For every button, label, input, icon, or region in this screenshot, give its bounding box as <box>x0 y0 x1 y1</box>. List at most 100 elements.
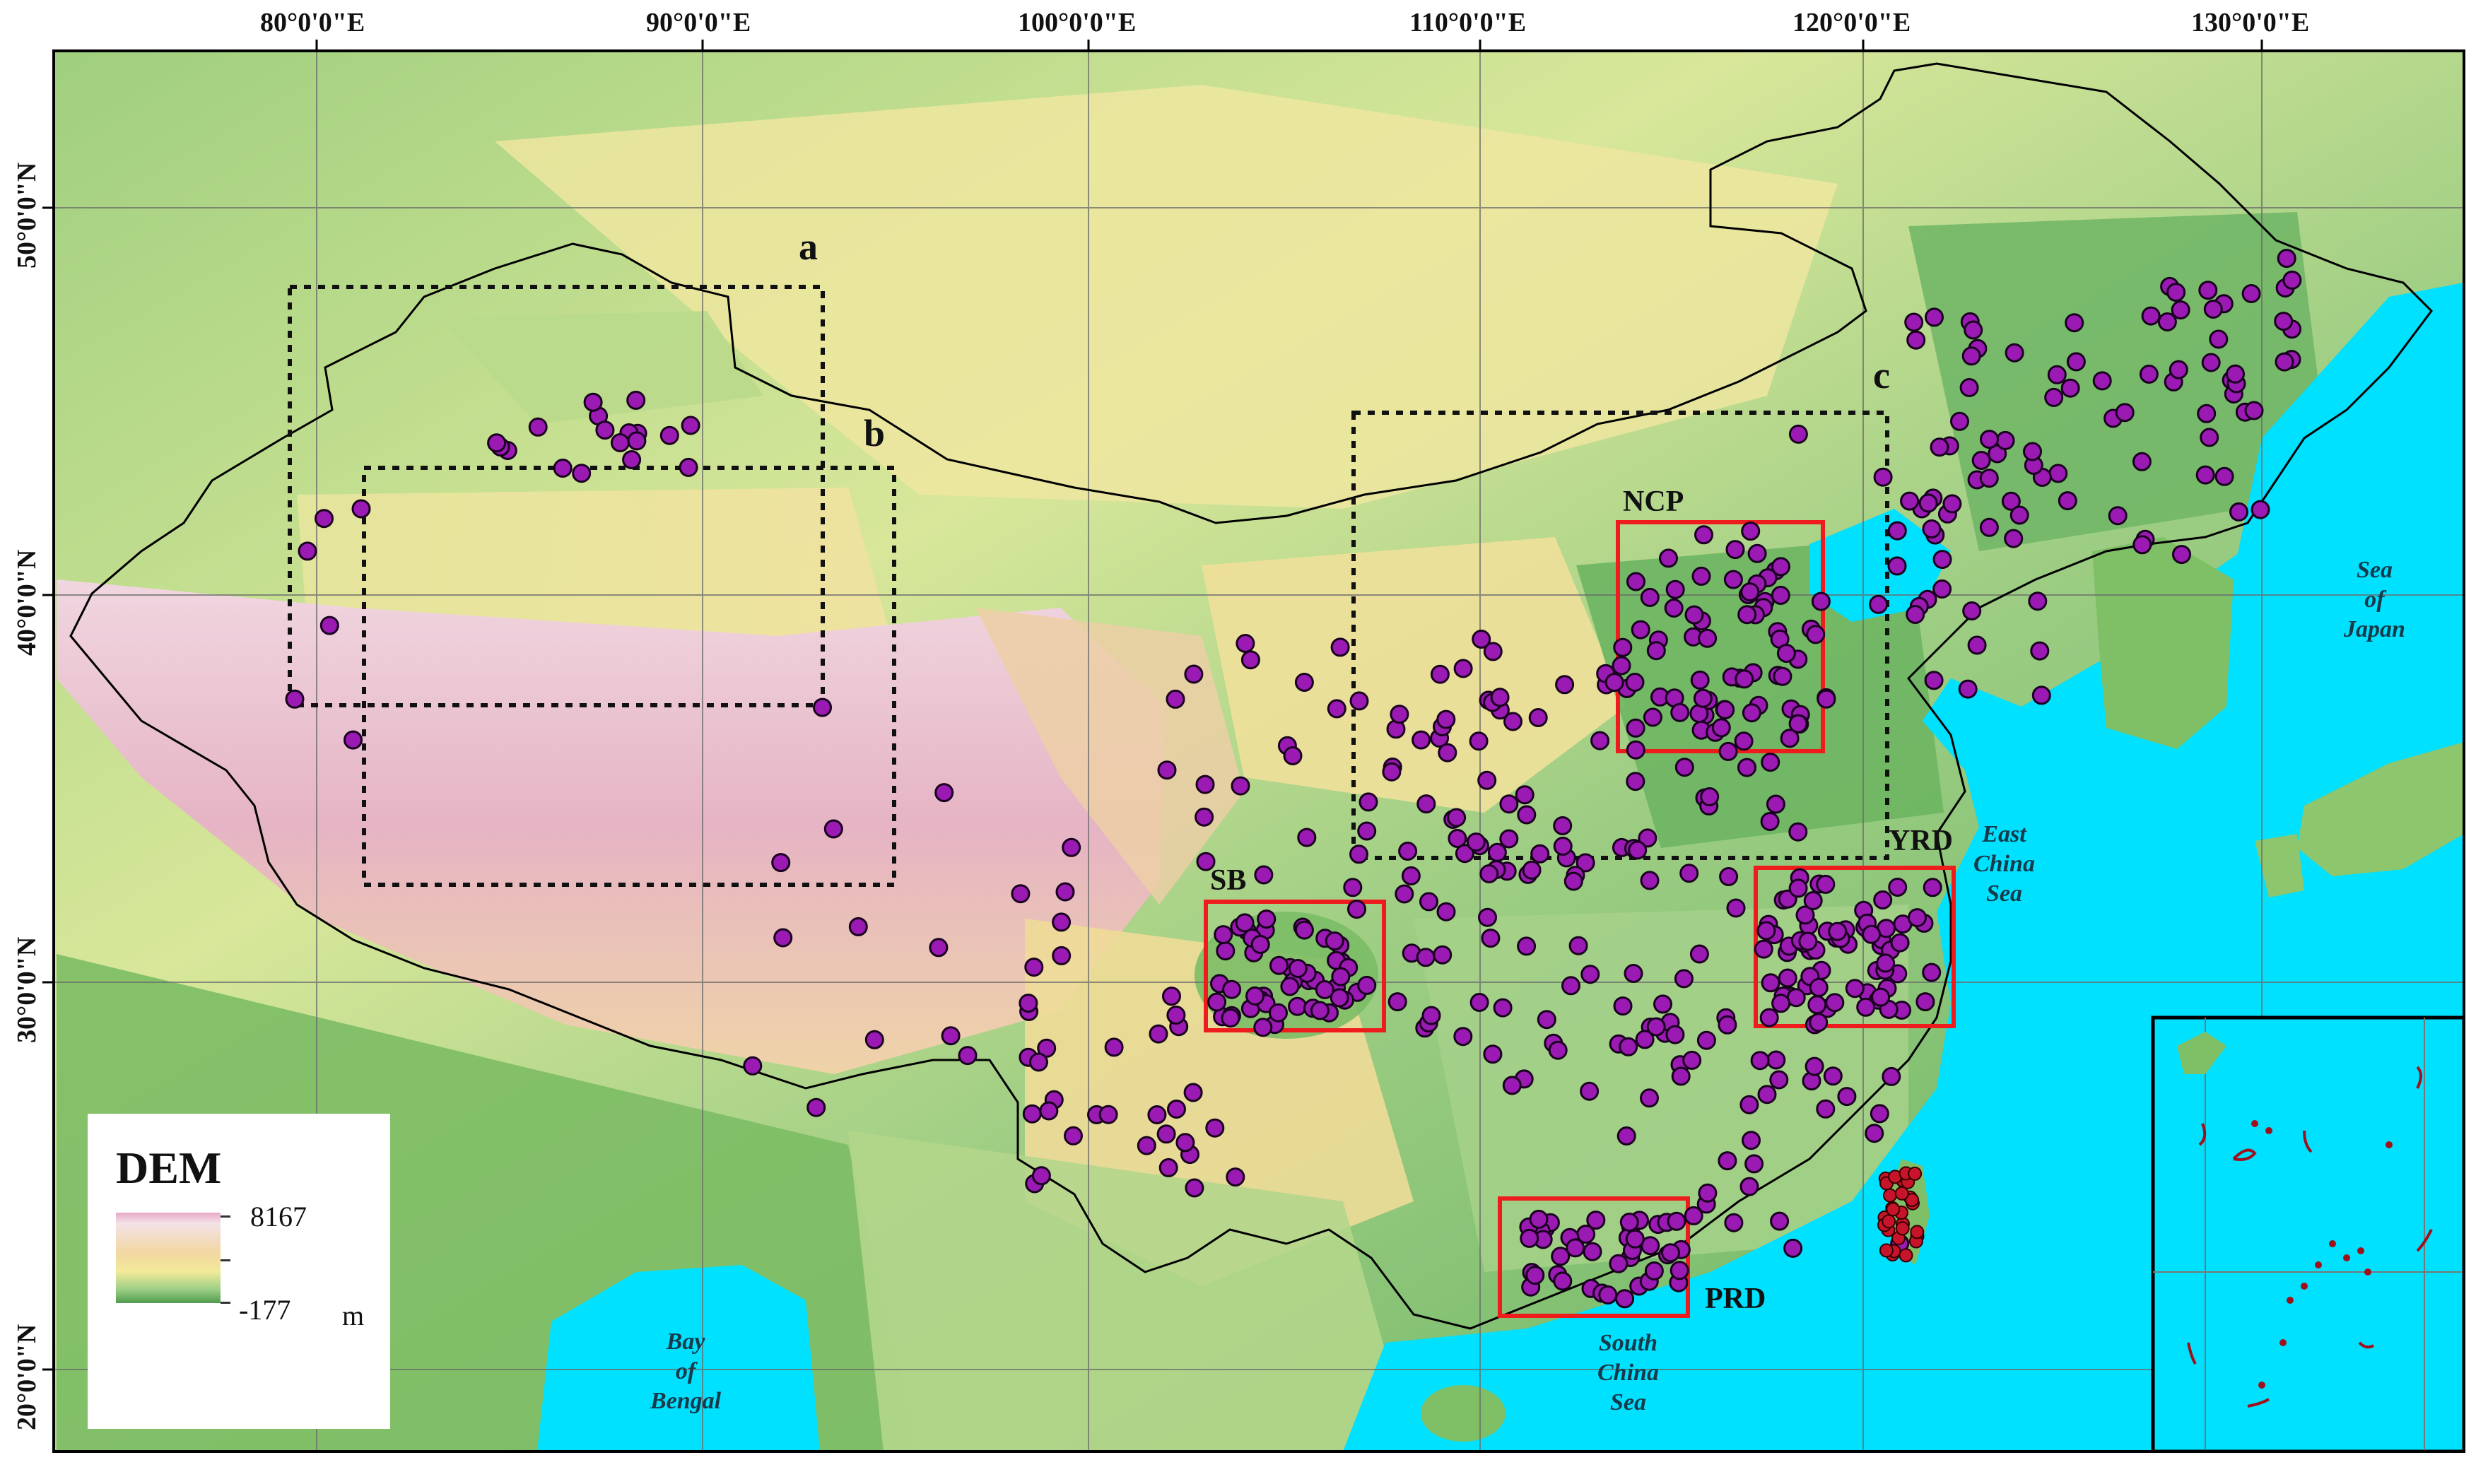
region-label-yrd: YRD <box>1889 825 1953 857</box>
station-marker <box>2172 545 2191 565</box>
station-marker <box>1609 1254 1629 1273</box>
station-marker <box>1890 933 1910 953</box>
station-marker <box>1661 1243 1680 1263</box>
station-marker <box>1469 731 1489 751</box>
station-marker <box>1689 944 1709 964</box>
station-marker <box>1845 979 1865 999</box>
station-marker <box>1644 1261 1664 1280</box>
station-marker <box>2166 283 2186 302</box>
station-marker <box>1674 969 1694 989</box>
station-marker <box>1419 892 1438 912</box>
station-marker <box>1904 312 1924 332</box>
station-marker <box>2226 364 2245 384</box>
station-marker <box>1551 1247 1571 1266</box>
station-marker <box>1696 1030 1716 1050</box>
station-marker <box>2169 360 2188 379</box>
station-marker <box>934 783 954 803</box>
station-marker <box>1837 1087 1857 1107</box>
station-marker <box>2195 465 2215 485</box>
station-marker <box>1214 925 1233 945</box>
longitude-label: 120°0'0"E <box>1792 8 1911 37</box>
study-box-b <box>362 466 896 887</box>
station-marker <box>1759 1008 1779 1027</box>
station-marker <box>1961 346 1981 366</box>
station-marker <box>1029 1052 1048 1072</box>
hainan-island <box>1421 1385 1506 1442</box>
station-marker-taiwan <box>1882 1214 1896 1229</box>
station-marker <box>1980 430 1999 449</box>
station-marker <box>1586 1211 1606 1230</box>
station-marker <box>2197 404 2217 423</box>
station-marker <box>1646 641 1666 661</box>
station-marker <box>1349 691 1369 711</box>
station-marker <box>1175 1133 1195 1153</box>
station-marker <box>1887 521 1907 541</box>
station-marker <box>2004 529 2024 548</box>
station-marker <box>1625 673 1645 692</box>
station-marker <box>1612 656 1631 676</box>
station-marker <box>1771 994 1791 1013</box>
station-marker-taiwan <box>1879 1243 1894 1258</box>
kyushu <box>2255 834 2304 897</box>
station-marker-taiwan <box>1905 1193 1920 1207</box>
station-marker <box>1783 1238 1803 1258</box>
station-marker <box>1137 1136 1156 1155</box>
station-marker <box>1691 566 1711 586</box>
station-marker <box>1493 998 1513 1018</box>
station-marker <box>1771 557 1790 577</box>
station-marker <box>1625 1229 1645 1249</box>
station-marker <box>2065 313 2084 333</box>
station-marker <box>1052 946 1072 965</box>
china-border <box>69 62 2433 1330</box>
station-marker <box>1747 543 1767 563</box>
station-marker <box>1615 1289 1635 1309</box>
station-marker <box>1693 688 1713 708</box>
station-marker <box>2066 352 2086 372</box>
station-marker <box>1670 1261 1689 1280</box>
station-marker <box>1205 1118 1225 1138</box>
station-marker <box>1166 1006 1186 1025</box>
station-marker <box>2028 591 2048 611</box>
station-marker <box>1888 878 1908 897</box>
station-marker <box>1626 572 1645 591</box>
station-marker <box>1932 579 1952 599</box>
station-marker <box>1525 1266 1545 1285</box>
station-marker <box>2201 353 2221 372</box>
station-marker <box>1809 977 1829 997</box>
station-marker <box>1517 936 1537 956</box>
station-marker <box>2058 491 2077 511</box>
longitude-label: 110°0'0"E <box>1409 8 1527 37</box>
station-marker <box>1816 874 1836 894</box>
qinghai-highland <box>975 608 1244 905</box>
station-marker <box>1640 587 1660 607</box>
station-marker <box>1626 740 1645 760</box>
station-marker <box>1325 931 1344 951</box>
station-marker <box>1823 1066 1843 1086</box>
station-marker <box>1222 979 1242 999</box>
station-marker <box>1807 995 1827 1015</box>
station-marker <box>1357 821 1377 841</box>
station-marker <box>595 420 615 440</box>
station-marker <box>2209 329 2229 349</box>
station-marker <box>1882 1066 1901 1086</box>
station-marker <box>1679 864 1699 883</box>
station-marker <box>285 689 305 709</box>
station-marker <box>1756 921 1776 941</box>
tibetan-plateau <box>57 579 1166 1074</box>
station-marker <box>1487 842 1507 862</box>
latitude-label: 20°0'0"N <box>12 1324 42 1430</box>
station-marker <box>1723 570 1743 589</box>
legend-title: DEM <box>116 1143 222 1193</box>
station-marker <box>1788 714 1808 734</box>
station-marker <box>1959 378 1979 397</box>
latitude-label: 40°0'0"N <box>12 549 42 656</box>
station-marker <box>1447 808 1467 828</box>
station-marker <box>2171 300 2190 320</box>
station-marker <box>1537 1010 1556 1030</box>
station-marker <box>1979 469 1999 488</box>
station-marker <box>1481 929 1501 948</box>
station-marker <box>2251 500 2270 519</box>
station-marker <box>1157 760 1177 780</box>
station-marker <box>1964 320 1983 340</box>
station-marker <box>1502 1076 1522 1095</box>
